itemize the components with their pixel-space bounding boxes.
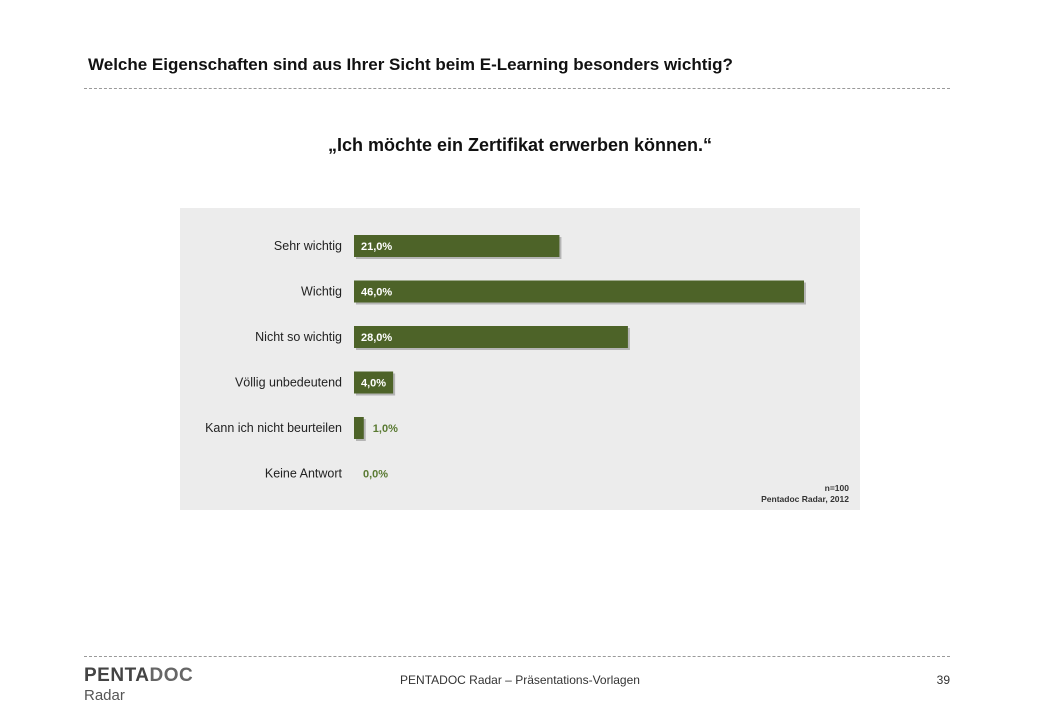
data-label: 21,0% [361, 241, 392, 253]
footer-divider [84, 656, 950, 657]
bar [354, 235, 560, 257]
footer-text: PENTADOC Radar – Präsentations-Vorlagen [400, 673, 640, 687]
category-label: Keine Antwort [265, 467, 343, 481]
data-label: 0,0% [363, 469, 388, 481]
data-label: 4,0% [361, 378, 386, 390]
logo-subtitle: Radar [84, 687, 125, 704]
category-label: Nicht so wichtig [255, 330, 342, 344]
chart-annotation: n=100 [825, 483, 850, 493]
category-label: Kann ich nicht beurteilen [205, 421, 342, 435]
chart-annotation: Pentadoc Radar, 2012 [761, 494, 849, 504]
logo-wordmark: PENTADOC [84, 666, 193, 685]
chart-title: „Ich möchte ein Zertifikat erwerben könn… [327, 135, 713, 155]
data-label: 46,0% [361, 287, 392, 299]
category-label: Sehr wichtig [274, 239, 342, 253]
bar [354, 417, 364, 439]
category-label: Wichtig [301, 285, 342, 299]
bar [354, 326, 628, 348]
bar [354, 280, 804, 303]
bar-chart: Sehr wichtig 21,0% Wichtig 46,0% Nicht so wi… [205, 235, 850, 504]
bar [354, 371, 394, 394]
page-number: 39 [936, 673, 950, 687]
logo-wordmark-part2: DOC [149, 665, 194, 686]
data-label: 28,0% [361, 332, 392, 344]
logo-wordmark-part1: PENTA [84, 665, 150, 686]
header-divider [84, 88, 950, 89]
data-label: 1,0% [373, 423, 398, 435]
chart-panel: Sehr wichtig 21,0% Wichtig 46,0% Nicht so wi… [180, 208, 860, 510]
page-title: Welche Eigenschaften sind aus Ihrer Sich… [88, 55, 733, 74]
category-label: Völlig unbedeutend [235, 376, 342, 390]
pentadoc-logo: PENTADOC Radar [84, 666, 193, 703]
